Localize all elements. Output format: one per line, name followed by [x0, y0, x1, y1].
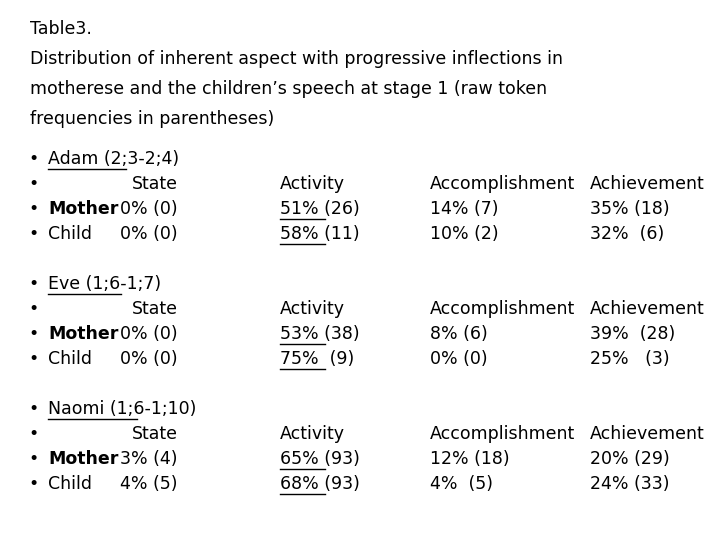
- Text: Activity: Activity: [280, 300, 345, 318]
- Text: 58% (11): 58% (11): [280, 225, 359, 243]
- Text: 68% (93): 68% (93): [280, 475, 360, 493]
- Text: Distribution of inherent aspect with progressive inflections in: Distribution of inherent aspect with pro…: [30, 50, 563, 68]
- Text: 75%  (9): 75% (9): [280, 350, 354, 368]
- Text: 32%  (6): 32% (6): [590, 225, 665, 243]
- Text: Eve (1;6-1;7): Eve (1;6-1;7): [48, 275, 161, 293]
- Text: Activity: Activity: [280, 175, 345, 193]
- Text: State: State: [132, 300, 178, 318]
- Text: •: •: [28, 225, 38, 243]
- Text: 0% (0): 0% (0): [120, 225, 178, 243]
- Text: State: State: [132, 175, 178, 193]
- Text: Achievement: Achievement: [590, 300, 705, 318]
- Text: •: •: [28, 275, 38, 293]
- Text: Accomplishment: Accomplishment: [430, 300, 575, 318]
- Text: 8% (6): 8% (6): [430, 325, 487, 343]
- Text: •: •: [28, 475, 38, 493]
- Text: Adam (2;3-2;4): Adam (2;3-2;4): [48, 150, 179, 168]
- Text: frequencies in parentheses): frequencies in parentheses): [30, 110, 274, 128]
- Text: •: •: [28, 350, 38, 368]
- Text: 4% (5): 4% (5): [120, 475, 178, 493]
- Text: 53% (38): 53% (38): [280, 325, 359, 343]
- Text: 0% (0): 0% (0): [120, 350, 178, 368]
- Text: •: •: [28, 175, 38, 193]
- Text: •: •: [28, 400, 38, 418]
- Text: motherese and the children’s speech at stage 1 (raw token: motherese and the children’s speech at s…: [30, 80, 547, 98]
- Text: 24% (33): 24% (33): [590, 475, 670, 493]
- Text: 65% (93): 65% (93): [280, 450, 360, 468]
- Text: •: •: [28, 200, 38, 218]
- Text: Child: Child: [48, 475, 92, 493]
- Text: 4%  (5): 4% (5): [430, 475, 493, 493]
- Text: Child: Child: [48, 225, 92, 243]
- Text: 3% (4): 3% (4): [120, 450, 178, 468]
- Text: 0% (0): 0% (0): [120, 200, 178, 218]
- Text: Child: Child: [48, 350, 92, 368]
- Text: •: •: [28, 450, 38, 468]
- Text: 10% (2): 10% (2): [430, 225, 499, 243]
- Text: 20% (29): 20% (29): [590, 450, 670, 468]
- Text: State: State: [132, 425, 178, 443]
- Text: Achievement: Achievement: [590, 175, 705, 193]
- Text: Accomplishment: Accomplishment: [430, 425, 575, 443]
- Text: Naomi (1;6-1;10): Naomi (1;6-1;10): [48, 400, 197, 418]
- Text: Mother: Mother: [48, 325, 118, 343]
- Text: 35% (18): 35% (18): [590, 200, 670, 218]
- Text: 25%   (3): 25% (3): [590, 350, 670, 368]
- Text: 0% (0): 0% (0): [120, 325, 178, 343]
- Text: Mother: Mother: [48, 450, 118, 468]
- Text: 51% (26): 51% (26): [280, 200, 360, 218]
- Text: Activity: Activity: [280, 425, 345, 443]
- Text: •: •: [28, 325, 38, 343]
- Text: •: •: [28, 150, 38, 168]
- Text: 0% (0): 0% (0): [430, 350, 487, 368]
- Text: Accomplishment: Accomplishment: [430, 175, 575, 193]
- Text: •: •: [28, 425, 38, 443]
- Text: Mother: Mother: [48, 200, 118, 218]
- Text: Table3.: Table3.: [30, 20, 92, 38]
- Text: •: •: [28, 300, 38, 318]
- Text: 14% (7): 14% (7): [430, 200, 498, 218]
- Text: Achievement: Achievement: [590, 425, 705, 443]
- Text: 12% (18): 12% (18): [430, 450, 510, 468]
- Text: 39%  (28): 39% (28): [590, 325, 675, 343]
